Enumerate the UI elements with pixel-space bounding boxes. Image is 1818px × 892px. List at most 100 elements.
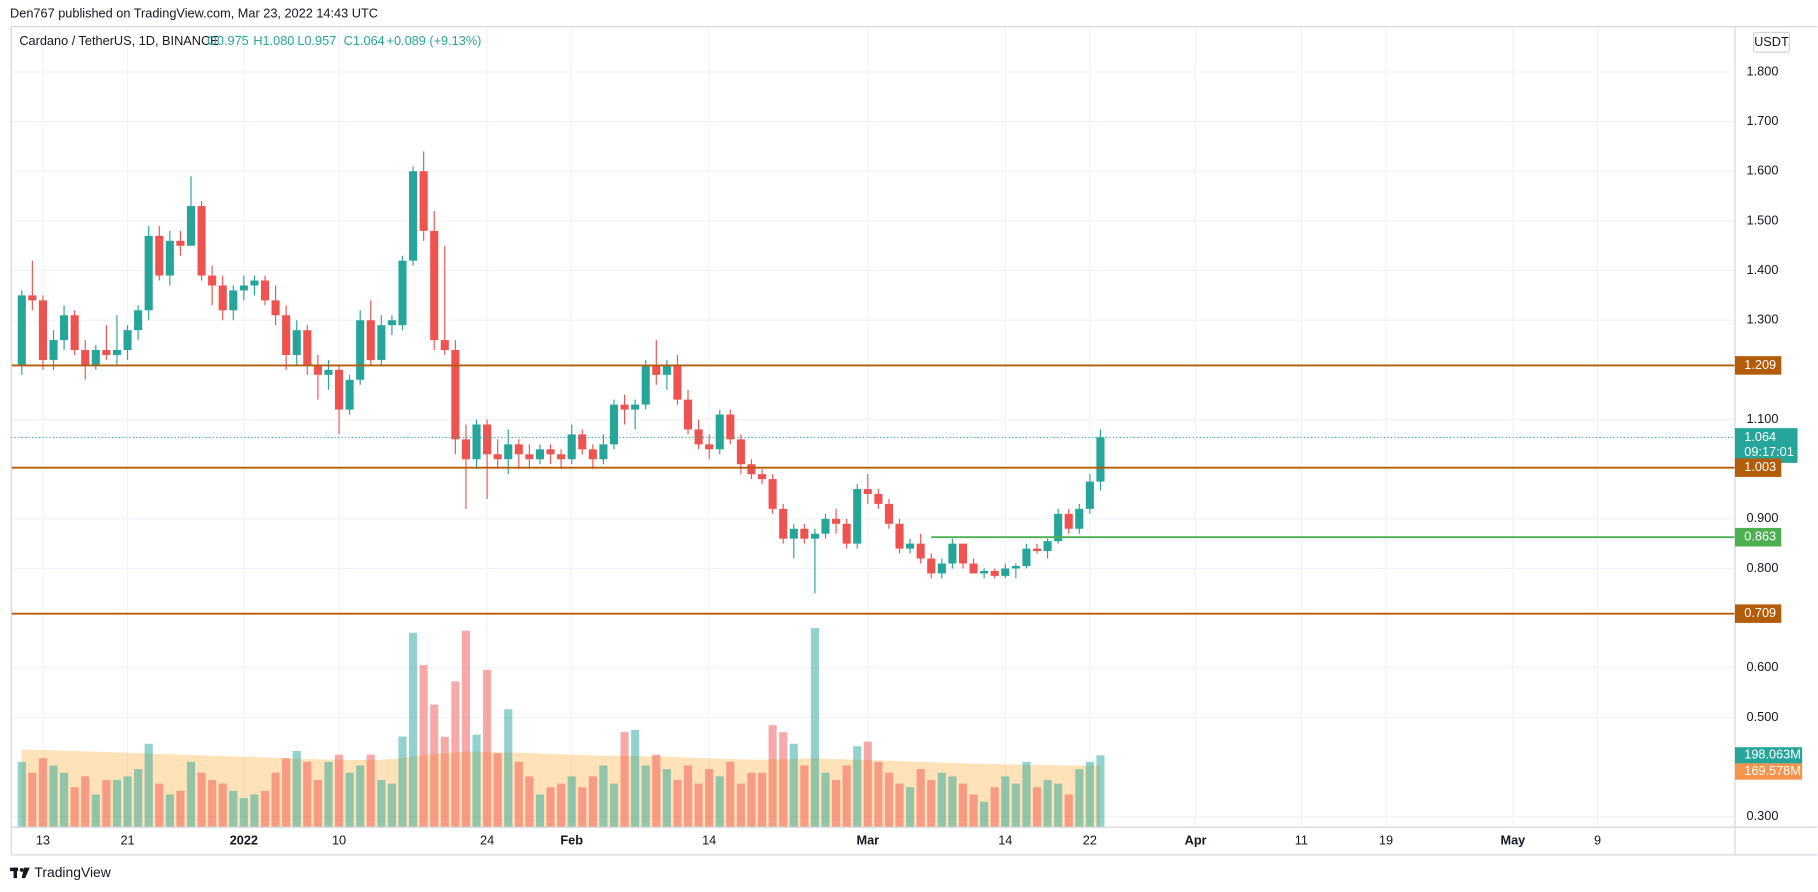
candle-body	[937, 563, 946, 574]
candle-body	[345, 379, 354, 410]
candle-body	[260, 280, 270, 301]
volume-bar	[821, 772, 830, 828]
candle-body	[525, 454, 534, 460]
volume-bar	[123, 776, 132, 828]
volume-bar	[155, 783, 164, 828]
volume-bar	[419, 665, 428, 828]
level-label: 1.003	[1744, 459, 1776, 474]
candle-body	[440, 340, 449, 351]
x-tick-label: Feb	[560, 832, 583, 847]
candle-body	[123, 330, 132, 351]
candle-body	[292, 330, 301, 355]
volume-bar	[165, 794, 174, 828]
volume-bar	[1085, 761, 1094, 828]
candle-body	[578, 434, 587, 450]
volume-bar	[504, 709, 513, 828]
candle-body	[757, 474, 767, 480]
volume-bar	[28, 772, 37, 828]
volume-bar	[292, 750, 301, 828]
volume-bar	[958, 783, 968, 828]
brand-logo	[10, 867, 30, 879]
x-tick-label: 11	[1295, 832, 1308, 847]
x-tick-label: 19	[1379, 832, 1393, 847]
volume-ma-label-box	[1734, 763, 1803, 780]
y-tick-label: 0.500	[1747, 709, 1779, 724]
level-label: 1.209	[1744, 357, 1776, 372]
volume-bar	[567, 776, 576, 828]
candle-body	[609, 404, 619, 445]
candle-body	[504, 444, 513, 460]
volume-bar	[1032, 787, 1042, 828]
candle-body	[599, 444, 608, 460]
candle-body	[789, 528, 798, 539]
volume-bar	[810, 628, 819, 828]
x-tick-label: 13	[36, 832, 50, 847]
volume-bar	[800, 765, 809, 828]
volume-bar	[768, 725, 777, 828]
y-tick-label: 1.600	[1747, 163, 1779, 178]
candle-body	[853, 489, 862, 544]
legend-low: L0.957	[297, 33, 336, 48]
candle-body	[842, 523, 851, 544]
currency[interactable]: USDT	[1754, 34, 1789, 49]
currency-box[interactable]	[1752, 31, 1790, 53]
level-label-box	[1734, 458, 1782, 477]
volume-bar	[736, 783, 745, 828]
candle-body	[916, 543, 925, 559]
legend-close: C1.064	[344, 33, 385, 48]
candle-body	[313, 364, 322, 375]
volume-bar	[91, 794, 100, 828]
volume-bar	[70, 787, 79, 828]
candle-body	[747, 464, 756, 475]
volume-bar	[927, 779, 936, 828]
legend-open: O0.975	[207, 33, 249, 48]
volume-bar	[705, 769, 714, 828]
volume-bar	[779, 732, 788, 828]
candle-body	[451, 350, 460, 440]
logo-part	[13, 867, 17, 879]
volume-bar	[430, 704, 439, 828]
brand[interactable]: TradingView	[34, 864, 111, 880]
x-tick-label: 14	[998, 832, 1012, 847]
candle-body	[1011, 565, 1020, 569]
candle-body	[155, 235, 164, 276]
volume-bar	[1001, 776, 1010, 828]
volume-bar	[377, 779, 386, 828]
candle-body	[800, 528, 809, 539]
volume-bar	[535, 794, 545, 828]
candle-body	[102, 350, 111, 355]
candle-body	[250, 280, 259, 286]
volume-bar	[662, 769, 671, 828]
candle-body	[218, 285, 227, 311]
candle-body	[641, 364, 650, 405]
volume-bar	[81, 776, 90, 828]
symbol: Cardano / TetherUS, 1D, BINANCE	[19, 33, 218, 48]
candle-body	[1096, 437, 1105, 482]
x-tick-label: 24	[480, 832, 494, 847]
candle-body	[810, 533, 819, 539]
volume-bar	[726, 761, 735, 828]
x-tick-label: 14	[702, 832, 716, 847]
candle-body	[1022, 548, 1031, 566]
volume-bar	[1096, 755, 1105, 828]
x-tick-label: May	[1500, 832, 1526, 847]
candle-body	[239, 285, 248, 291]
candle-body	[705, 444, 714, 450]
level-label: 0.709	[1744, 605, 1776, 620]
volume-bar	[461, 630, 470, 828]
candle-body	[948, 543, 957, 564]
volume-bar	[218, 783, 227, 828]
level-label-box	[1734, 604, 1782, 623]
volume-bar	[948, 776, 957, 828]
last-price-label: 1.064	[1744, 429, 1776, 444]
volume-bar	[842, 765, 851, 828]
volume-bar	[102, 779, 111, 828]
volume-bar	[38, 758, 47, 828]
candle-body	[398, 260, 407, 326]
candle-body	[409, 171, 418, 261]
volume-bar	[493, 753, 502, 828]
x-tick-label: Mar	[856, 832, 879, 847]
volume-bar	[990, 787, 999, 828]
